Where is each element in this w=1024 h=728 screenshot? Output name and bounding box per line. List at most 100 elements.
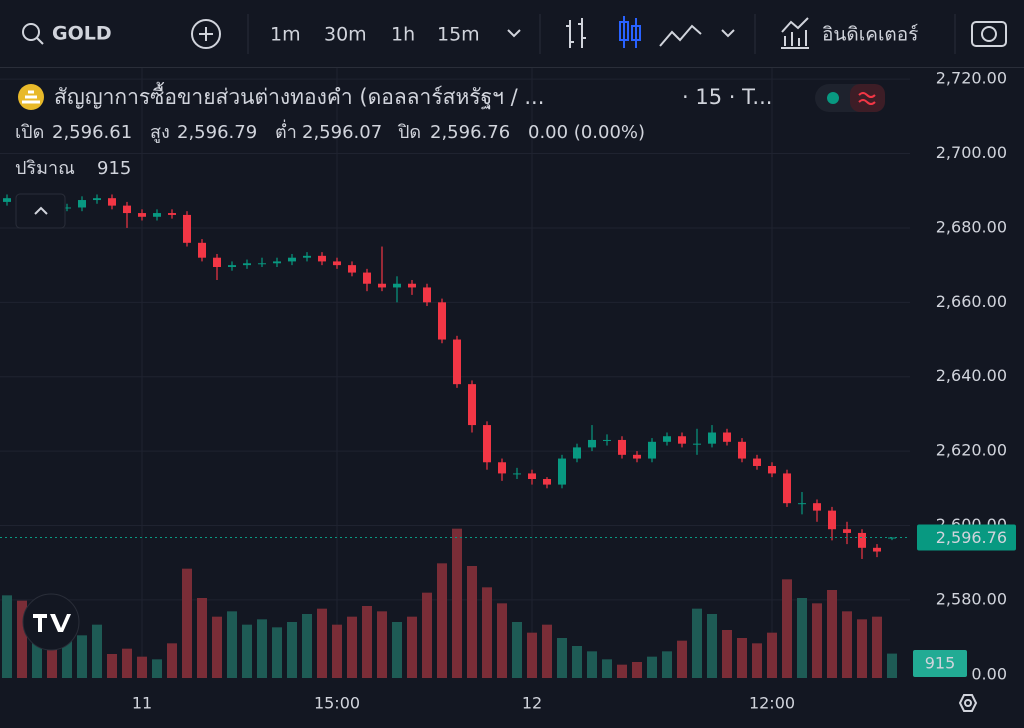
screenshot-button[interactable] (971, 21, 1007, 47)
volume-bar (2, 595, 12, 678)
settings-icon[interactable] (958, 694, 978, 712)
volume-bar (137, 656, 147, 678)
volume-bar (302, 614, 312, 678)
candle-body (243, 263, 251, 266)
interval[interactable]: 30m (324, 24, 367, 46)
y-tick-label: 2,700.00 (936, 143, 1007, 162)
volume-bar (482, 587, 492, 678)
volume-bar (422, 592, 432, 678)
volume-bar (377, 611, 387, 678)
ohlc-label: ปิด (398, 122, 421, 143)
candle-body (318, 255, 326, 262)
symbol-search[interactable]: GOLD (22, 23, 112, 45)
ohlc-value: 2,596.76 (430, 122, 510, 143)
x-tick-label: 12 (522, 694, 542, 713)
x-tick-label: 15:00 (314, 694, 360, 713)
y-tick-label: 2,580.00 (936, 589, 1007, 608)
volume-bar (332, 624, 342, 678)
indicators-button[interactable]: อินดิเคเตอร์ (781, 17, 918, 49)
compare-button[interactable] (191, 19, 221, 49)
volume-bar (857, 619, 867, 678)
symbol-logo-bars (22, 90, 40, 104)
candle-body (663, 436, 671, 442)
volume-bar (17, 600, 27, 678)
y-tick-label: 2,660.00 (936, 292, 1007, 311)
volume-bar (317, 608, 327, 678)
volume-bar (32, 619, 42, 678)
tv-logo-mark (33, 614, 71, 632)
volume-bar (617, 664, 627, 678)
settings-icon-center (964, 699, 972, 707)
x-tick-label: 12:00 (749, 694, 795, 713)
candle-body (828, 510, 836, 530)
volume-bar (347, 616, 357, 678)
candle-body (693, 443, 701, 445)
volume-bar (452, 528, 462, 678)
interval-dropdown[interactable] (507, 29, 521, 38)
symbol-suffix: · 15 · T... (682, 85, 772, 109)
candle-body (348, 265, 356, 273)
volume-bar (887, 653, 897, 678)
candle-body (123, 205, 131, 214)
candle-body (63, 207, 71, 209)
candle-body (873, 547, 881, 552)
volume-bar (437, 563, 447, 678)
volume-bar (722, 630, 732, 678)
volume-bar (602, 659, 612, 678)
candle-body (408, 283, 416, 288)
tv-logo[interactable] (22, 593, 80, 651)
volume-bar (557, 638, 567, 678)
volume-bar (527, 632, 537, 678)
symbol: GOLD (52, 23, 112, 45)
change: 0.00 (0.00%) (528, 122, 645, 143)
candle-body (393, 283, 401, 288)
candle-body (378, 283, 386, 288)
candles-icon[interactable] (619, 16, 641, 48)
volume-bar (467, 566, 477, 678)
last-price-box (917, 524, 1016, 551)
volume-bar (197, 598, 207, 678)
camera-icon (971, 21, 1007, 47)
candle-body (423, 287, 431, 303)
volume-bar (677, 640, 687, 678)
chart-type-dropdown[interactable] (721, 29, 735, 38)
interval[interactable]: 15m (437, 24, 480, 46)
candle-body (813, 503, 821, 511)
collapse-icon (34, 206, 48, 215)
candle-body (303, 255, 311, 258)
area-icon[interactable] (659, 24, 702, 47)
candle-body (258, 263, 266, 265)
plus-icon (191, 19, 221, 49)
volume-bar (797, 598, 807, 678)
volume-bar (362, 606, 372, 678)
candle-body (783, 473, 791, 504)
candle-body (558, 458, 566, 485)
volume-bar (242, 624, 252, 678)
candle-body (108, 198, 116, 206)
bars-icon[interactable] (566, 18, 586, 48)
collapse-legend[interactable] (15, 193, 66, 229)
candle-body (678, 436, 686, 444)
interval[interactable]: 1m (270, 24, 301, 46)
candle-body (723, 432, 731, 442)
candle-body (438, 302, 446, 340)
ohlc-label: เปิด (15, 122, 44, 143)
volume-bar (812, 603, 822, 678)
candle-body (183, 214, 191, 243)
interval[interactable]: 1h (391, 24, 415, 46)
candle-body (573, 447, 581, 459)
ohlc-label: ต่ำ (275, 119, 297, 143)
volume-bar (662, 651, 672, 678)
volume-bar (842, 611, 852, 678)
candle-body (213, 257, 221, 267)
candle-body (453, 339, 461, 385)
volume-bar (92, 624, 102, 678)
volume-tick-label: 0.00 (971, 665, 1007, 684)
candle-body (363, 272, 371, 284)
market-open-dot (827, 92, 839, 104)
candle-body (153, 213, 161, 217)
volume-bar (257, 619, 267, 678)
